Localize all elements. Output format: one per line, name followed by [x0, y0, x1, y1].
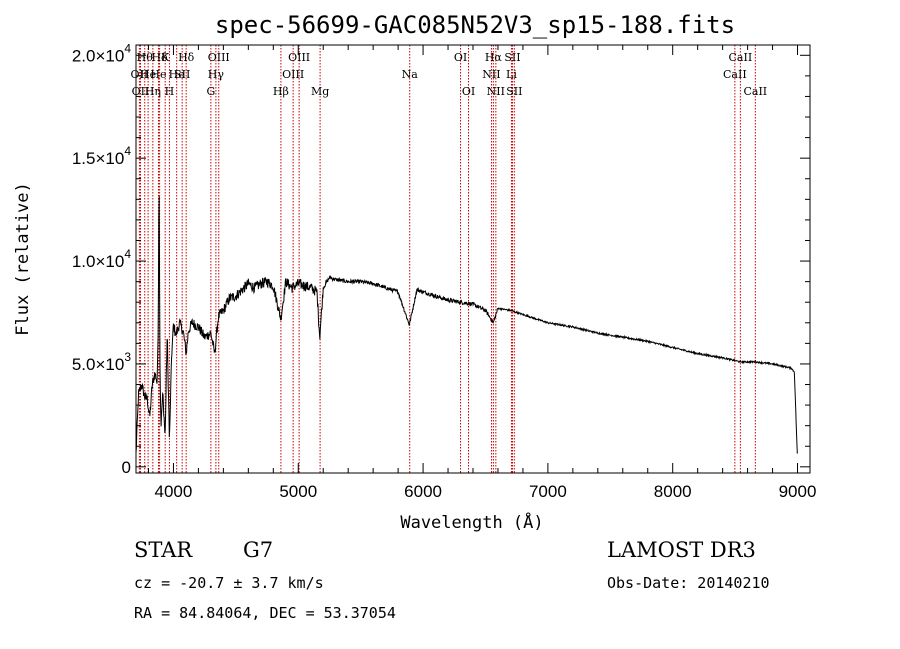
spectral-line-label: He — [169, 68, 185, 81]
spectral-line-label: SII — [174, 68, 190, 81]
spectral-line-label: Mg — [311, 85, 329, 98]
redshift-text: cz = -20.7 ± 3.7 km/s — [134, 574, 324, 592]
y-tick-label: 1.5×104 — [72, 144, 131, 168]
chart-title: spec-56699-GAC085N52V3_sp15-188.fits — [215, 11, 735, 39]
coordinates: RA = 84.84064, DEC = 53.37054 — [134, 604, 396, 622]
spectral-line-label: Li — [506, 68, 517, 81]
y-tick-label: 5.0×103 — [72, 350, 131, 374]
y-tick-label: 0 — [122, 458, 131, 477]
spectral-line-label: SII — [506, 85, 522, 98]
spectral-line-labels: OIIOIIHθHeHηHδKHeHHeSIIHδGHγOIIIHβOIIIOI… — [131, 51, 768, 98]
x-tick-label: 5000 — [279, 482, 317, 501]
spectral-line-label: NII — [482, 68, 500, 81]
spectral-line-label: K — [161, 51, 170, 64]
spectral-line-label: Hη — [145, 85, 161, 98]
spectral-line-label: OII — [131, 68, 149, 81]
spectral-line-label: OI — [454, 51, 467, 64]
spectrum-line — [135, 196, 798, 454]
spectral-line-label: SII — [504, 51, 520, 64]
spectral-line-label: Hγ — [208, 68, 225, 81]
spectral-line-label: H — [165, 85, 175, 98]
y-axis-label: Flux (relative) — [13, 182, 33, 336]
spectral-line-label: Na — [402, 68, 419, 81]
x-tick-label: 8000 — [654, 482, 692, 501]
spectral-line-label: Hα — [485, 51, 503, 64]
y-axis-ticks: 0 5.0×103 1.0×104 1.5×104 2.0×104 — [72, 41, 810, 477]
spectral-line-label: OIII — [282, 68, 304, 81]
x-tick-label: 7000 — [529, 482, 567, 501]
spectral-line-label: Hδ — [178, 51, 195, 64]
spectral-line-label: NII — [487, 85, 505, 98]
spectral-line-markers — [138, 45, 756, 473]
x-tick-label: 9000 — [779, 482, 817, 501]
survey-name: LAMOST DR3 — [607, 538, 756, 562]
spectral-line-label: Hβ — [273, 85, 289, 98]
spectral-line-label: He — [140, 68, 156, 81]
spectral-line-label: Hθ — [137, 51, 154, 64]
spectral-line-label: OIII — [208, 51, 230, 64]
spectral-line-label: Hδ — [151, 51, 168, 64]
x-tick-label: 6000 — [404, 482, 442, 501]
spectral-line-label: He — [150, 68, 166, 81]
x-axis-ticks: 4000 5000 6000 7000 8000 9000 — [147, 45, 817, 501]
spectral-line-label: CaII — [729, 51, 753, 64]
y-tick-label: 2.0×104 — [72, 41, 131, 65]
spectral-line-label: OIII — [288, 51, 310, 64]
spectral-line-label: CaII — [723, 68, 747, 81]
spectral-line-label: OI — [462, 85, 475, 98]
x-axis-label: Wavelength (Å) — [400, 511, 543, 533]
spectral-line-label: G — [206, 85, 215, 98]
object-subclass: G7 — [243, 538, 274, 562]
object-class: STAR — [134, 538, 193, 562]
obs-date: Obs-Date: 20140210 — [607, 574, 770, 592]
y-tick-label: 1.0×104 — [72, 247, 131, 271]
plot-frame — [135, 44, 811, 474]
spectral-line-label: CaII — [743, 85, 767, 98]
x-tick-label: 4000 — [155, 482, 193, 501]
